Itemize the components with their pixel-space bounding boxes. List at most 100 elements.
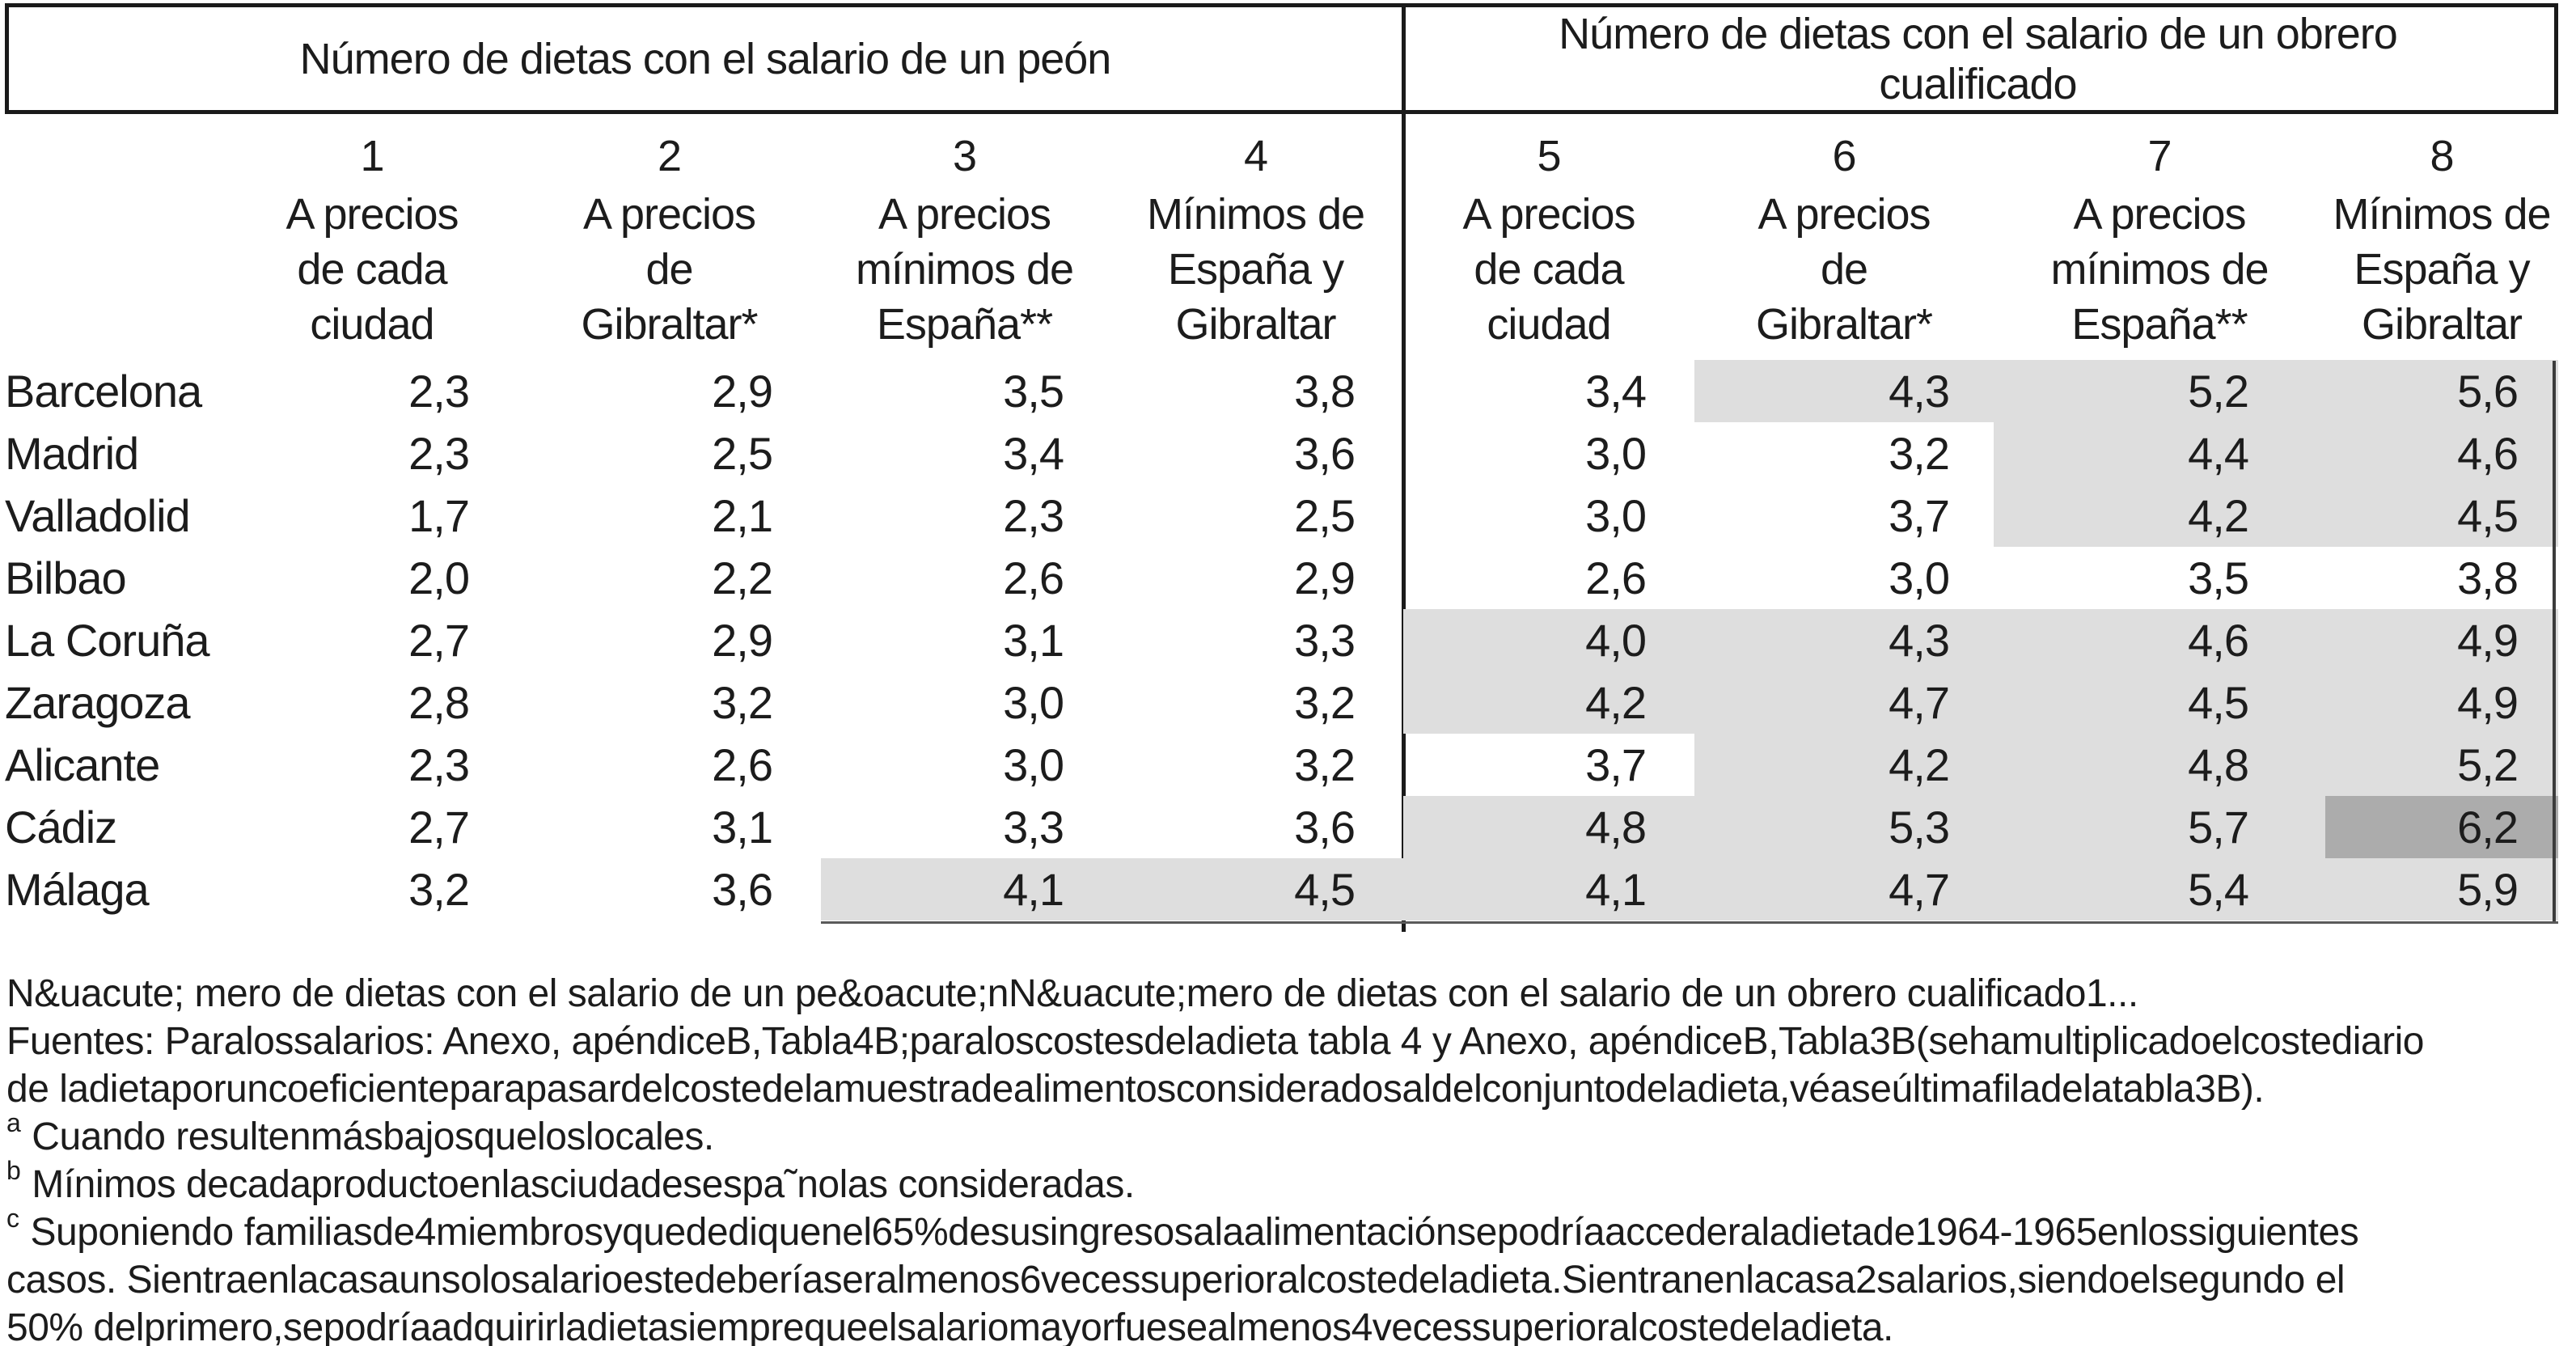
city-cell: Madrid [5, 428, 139, 479]
value-cell: 4,5 [1108, 858, 1403, 921]
group-header-obrero-line2: cualificado [1879, 59, 2077, 108]
value-cell: 2,3 [408, 739, 470, 790]
column-header-5: 5 A precios de cada ciudad [1462, 132, 1635, 349]
value-cell: 3,0 [1889, 552, 1950, 603]
value-cell: 2,9 [712, 615, 773, 666]
value-cell: 4,7 [1694, 858, 1994, 921]
city-cell: Cádiz [5, 802, 117, 853]
value-cell: 2,1 [712, 490, 773, 541]
value-cell: 3,0 [1003, 677, 1064, 728]
value-cell: 2,7 [408, 802, 470, 853]
value-cell: 5,2 [1994, 360, 2325, 422]
value-cell: 3,5 [2188, 552, 2249, 603]
value-cell: 4,1 [821, 858, 1108, 921]
column-header-6: 6 A precios de Gibraltar* [1755, 132, 1933, 349]
group-header-obrero-line1: Número de dietas con el salario de un ob… [1559, 9, 2398, 58]
value-cell: 2,9 [1294, 552, 1356, 603]
footnote-line: a Cuando resultenmásbajosqueloslocales. [6, 1099, 2424, 1158]
table-row-la-coruna: La Coruña 2,7 2,9 3,1 3,3 4,0 4,3 4,6 4,… [0, 609, 2558, 671]
column-header-7: 7 A precios mínimos de España** [2050, 132, 2269, 349]
value-cell: 2,7 [408, 615, 470, 666]
value-cell-highlighted: 6,2 [2325, 796, 2558, 858]
value-cell: 3,2 [1294, 677, 1356, 728]
table-row-valladolid: Valladolid 1,7 2,1 2,3 2,5 3,0 3,7 4,2 4… [0, 485, 2558, 547]
footnote-text: 50% delprimero,sepodríaadquirirladietasi… [6, 1306, 1893, 1346]
diets-salary-table: 1 A precios de cada ciudad 2 A precios d… [0, 114, 2558, 921]
value-cell: 4,3 [1694, 360, 1994, 422]
value-cell: 4,2 [1994, 485, 2325, 547]
value-cell: 2,0 [408, 552, 470, 603]
value-cell: 4,2 [1403, 671, 1694, 734]
column-header-1: 1 A precios de cada ciudad [286, 132, 459, 349]
footnote-text: N&uacute; mero de dietas con el salario … [6, 972, 2138, 1015]
table-row-barcelona: Barcelona 2,3 2,9 3,5 3,8 3,4 4,3 5,2 5,… [0, 360, 2558, 422]
value-cell: 2,6 [1003, 552, 1064, 603]
city-cell: Alicante [5, 739, 160, 790]
value-cell: 3,4 [1585, 366, 1647, 417]
value-cell: 3,7 [1585, 739, 1647, 790]
table-row-alicante: Alicante 2,3 2,6 3,0 3,2 3,7 4,2 4,8 5,2 [0, 734, 2558, 796]
value-cell: 2,3 [408, 428, 470, 479]
table-row-zaragoza: Zaragoza 2,8 3,2 3,0 3,2 4,2 4,7 4,5 4,9 [0, 671, 2558, 734]
value-cell: 5,3 [1694, 796, 1994, 858]
table-right-rule [2553, 361, 2556, 924]
value-cell: 4,8 [1994, 734, 2325, 796]
footnote-line: de ladietaporuncoeficienteparapasardelco… [6, 1052, 2424, 1111]
value-cell: 4,5 [2325, 485, 2558, 547]
column-header-3: 3 A precios mínimos de España** [855, 132, 1074, 349]
value-cell: 4,6 [2325, 422, 2558, 485]
footnote-line: casos. Sientraenlacasaunsolosalarioested… [6, 1242, 2424, 1302]
value-cell: 1,7 [408, 490, 470, 541]
footnote-text: Mínimos decadaproductoenlasciudadesespa˜… [32, 1163, 1135, 1206]
value-cell: 2,2 [712, 552, 773, 603]
value-cell: 3,3 [1003, 802, 1064, 853]
table-bottom-rule [821, 921, 2558, 924]
group-header-obrero: Número de dietas con el salario de un ob… [1402, 7, 2554, 110]
value-cell: 3,5 [1003, 366, 1064, 417]
value-cell: 2,6 [712, 739, 773, 790]
value-cell: 4,6 [1994, 609, 2325, 671]
value-cell: 2,6 [1585, 552, 1647, 603]
value-cell: 3,0 [1585, 428, 1647, 479]
table-row-cadiz: Cádiz 2,7 3,1 3,3 3,6 4,8 5,3 5,7 6,2 [0, 796, 2558, 858]
value-cell: 2,5 [1294, 490, 1356, 541]
value-cell: 4,3 [1694, 609, 1994, 671]
value-cell: 3,6 [712, 864, 773, 915]
value-cell: 3,8 [2457, 552, 2519, 603]
footnote-text: Cuando resultenmásbajosqueloslocales. [32, 1115, 714, 1158]
value-cell: 2,5 [712, 428, 773, 479]
footnote-line: Fuentes: Paralossalarios: Anexo, apéndic… [6, 1004, 2424, 1063]
value-cell: 3,1 [1003, 615, 1064, 666]
value-cell: 5,7 [1994, 796, 2325, 858]
value-cell: 2,3 [1003, 490, 1064, 541]
value-cell: 5,9 [2325, 858, 2558, 921]
footnote-line: b Mínimos decadaproductoenlasciudadesespa… [6, 1147, 2424, 1206]
group-header-box: Número de dietas con el salario de un pe… [5, 3, 2558, 114]
footnote-marker: b [6, 1156, 21, 1185]
value-cell: 5,4 [1994, 858, 2325, 921]
value-cell: 4,5 [1994, 671, 2325, 734]
value-cell: 3,3 [1294, 615, 1356, 666]
column-header-2: 2 A precios de Gibraltar* [581, 132, 758, 349]
value-cell: 4,0 [1403, 609, 1694, 671]
group-header-peon: Número de dietas con el salario de un pe… [9, 7, 1402, 110]
footnote-line: c Suponiendo familiasde4miembrosyquedediq… [6, 1195, 2424, 1254]
value-cell: 3,0 [1585, 490, 1647, 541]
city-cell: Bilbao [5, 552, 127, 603]
table-row-madrid: Madrid 2,3 2,5 3,4 3,6 3,0 3,2 4,4 4,6 [0, 422, 2558, 485]
value-cell: 3,8 [1294, 366, 1356, 417]
value-cell: 4,8 [1403, 796, 1694, 858]
value-cell: 2,9 [712, 366, 773, 417]
value-cell: 3,7 [1889, 490, 1950, 541]
value-cell: 3,2 [1889, 428, 1950, 479]
city-cell: La Coruña [5, 615, 210, 666]
value-cell: 5,2 [2325, 734, 2558, 796]
value-cell: 3,1 [712, 802, 773, 853]
value-cell: 3,6 [1294, 428, 1356, 479]
value-cell: 4,4 [1994, 422, 2325, 485]
value-cell: 3,2 [1294, 739, 1356, 790]
value-cell: 3,0 [1003, 739, 1064, 790]
value-cell: 3,2 [408, 864, 470, 915]
footnote-text: Fuentes: Paralossalarios: Anexo, apéndic… [6, 1020, 2424, 1063]
